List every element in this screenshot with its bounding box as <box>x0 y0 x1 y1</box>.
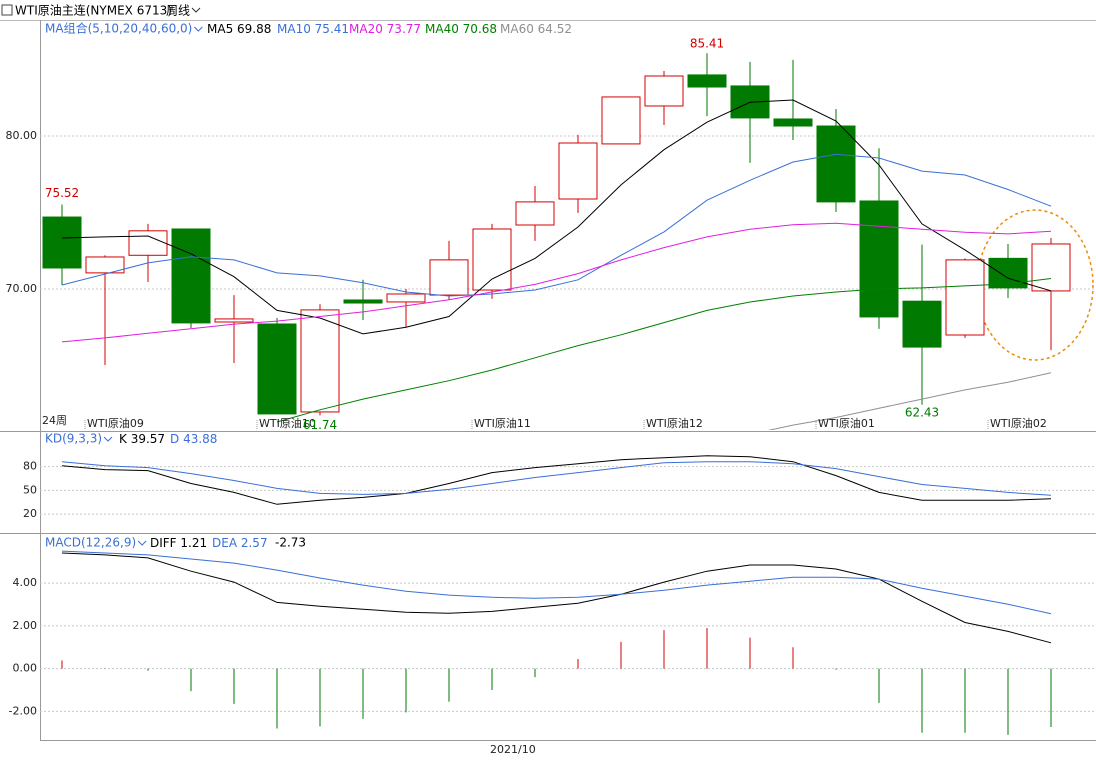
panel-title: MACD(12,26,9) <box>45 536 136 550</box>
legend-value: 75.41 <box>315 22 349 36</box>
candle-body <box>945 259 985 336</box>
y-tick-label: 2.00 <box>13 619 38 632</box>
x-tick-label: WTI原油10 <box>259 416 316 430</box>
candle-body <box>472 228 512 291</box>
ma-line <box>61 552 1052 644</box>
candle-body <box>429 259 469 296</box>
legend-entry: MA40 70.68 <box>425 22 497 36</box>
ma-line <box>61 461 1052 496</box>
legend-value: 2.57 <box>241 536 268 550</box>
symbol-button[interactable]: WTI原油主连(NYMEX 6713) <box>1 3 172 18</box>
candle-body <box>558 142 598 200</box>
ma-line <box>61 550 1052 615</box>
legend-entry: MA60 64.52 <box>500 22 572 36</box>
ma-line <box>61 99 1052 335</box>
candle-body <box>773 118 813 127</box>
y-tick-label: 0.00 <box>13 662 38 675</box>
legend-name: D <box>170 432 179 446</box>
x-tick-label: WTI原油02 <box>990 416 1047 430</box>
candle-body <box>687 74 727 88</box>
legend-entry: K 39.57 <box>119 432 165 446</box>
legend-entry: MA10 75.41 <box>277 22 349 36</box>
candle-body <box>300 309 340 413</box>
period-label: 周线 <box>166 4 190 18</box>
highlight-ellipse <box>976 209 1094 361</box>
y-tick-label: -2.00 <box>9 704 37 717</box>
candle-body <box>85 256 125 274</box>
legend-name: MA20 <box>349 22 383 36</box>
legend-entry: DIFF 1.21 <box>150 536 207 550</box>
legend-name: MA5 <box>207 22 233 36</box>
legend-name: MA60 <box>500 22 534 36</box>
ma-line <box>767 372 1052 430</box>
candle-body <box>42 216 82 269</box>
legend-value: 39.57 <box>131 432 165 446</box>
corner-label: 24周 <box>42 414 67 427</box>
ma-line <box>61 455 1052 505</box>
candle-body <box>1031 243 1071 292</box>
panel-chevron[interactable] <box>194 26 203 32</box>
candle-body <box>515 201 555 226</box>
legend-name: DEA <box>212 536 238 550</box>
legend-entry: D 43.88 <box>170 432 217 446</box>
period-button[interactable]: 周线 <box>166 4 201 18</box>
y-tick-label: 50 <box>23 483 37 496</box>
panel <box>40 550 1096 735</box>
y-tick-label: 20 <box>23 507 37 520</box>
legend-name: MA40 <box>425 22 459 36</box>
panel-chevron[interactable] <box>137 540 147 546</box>
legend-value: 69.88 <box>237 22 271 36</box>
legend-value: 64.52 <box>538 22 572 36</box>
candle-body <box>644 75 684 107</box>
legend-value: 1.21 <box>180 536 207 550</box>
ma-line <box>61 153 1052 297</box>
panel-title: MA组合(5,10,20,40,60,0) <box>45 21 192 36</box>
candle-body <box>816 125 856 203</box>
candle-body <box>128 230 168 256</box>
legend-entry: MA20 73.77 <box>349 22 421 36</box>
panel <box>40 455 1096 515</box>
legend-name: MA10 <box>277 22 311 36</box>
x-tick-label: WTI原油11 <box>474 416 531 430</box>
period-chevron <box>191 7 201 13</box>
candle-body <box>257 323 297 415</box>
legend-value: 43.88 <box>183 432 217 446</box>
price-label: 75.52 <box>45 186 79 200</box>
x-tick-label: WTI原油09 <box>87 416 144 430</box>
panel-chevron[interactable] <box>103 436 113 442</box>
x-tick-label: WTI原油12 <box>646 416 703 430</box>
price-label: 62.43 <box>905 405 939 419</box>
candle-body <box>343 299 383 304</box>
candle-body <box>171 228 211 324</box>
y-tick-label: 80.00 <box>6 129 38 142</box>
legend-value: 73.77 <box>387 22 421 36</box>
candle-body <box>386 293 426 303</box>
price-label: 85.41 <box>690 37 724 51</box>
legend-value: 70.68 <box>463 22 497 36</box>
ma-line <box>61 222 1052 343</box>
candle-body <box>601 96 641 145</box>
legend-entry: DEA 2.57 <box>212 536 268 550</box>
symbol-name: WTI原油主连(NYMEX 6713) <box>15 3 172 18</box>
y-tick-label: 70.00 <box>6 282 38 295</box>
x-axis-date: 2021/10 <box>490 743 536 756</box>
legend-name: DIFF <box>150 536 177 550</box>
legend-name: K <box>119 432 128 446</box>
y-tick-label: 80 <box>23 460 37 473</box>
x-tick-label: WTI原油01 <box>818 416 875 430</box>
ma-line <box>276 278 1052 423</box>
candle-body <box>988 257 1028 289</box>
legend-entry: MA5 69.88 <box>207 22 271 36</box>
candle-body <box>859 200 899 318</box>
panel <box>40 53 1096 430</box>
price-label: 61.74 <box>303 418 337 432</box>
candle-body <box>902 300 942 348</box>
panel-title: KD(9,3,3) <box>45 432 102 446</box>
y-tick-label: 4.00 <box>13 576 38 589</box>
candle-body <box>214 318 254 323</box>
symbol-icon <box>1 4 13 16</box>
legend-value: -2.73 <box>275 536 306 550</box>
